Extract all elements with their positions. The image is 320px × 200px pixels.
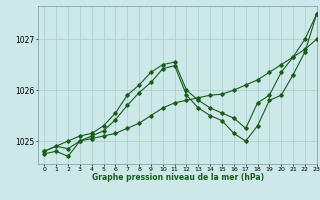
X-axis label: Graphe pression niveau de la mer (hPa): Graphe pression niveau de la mer (hPa)	[92, 173, 264, 182]
